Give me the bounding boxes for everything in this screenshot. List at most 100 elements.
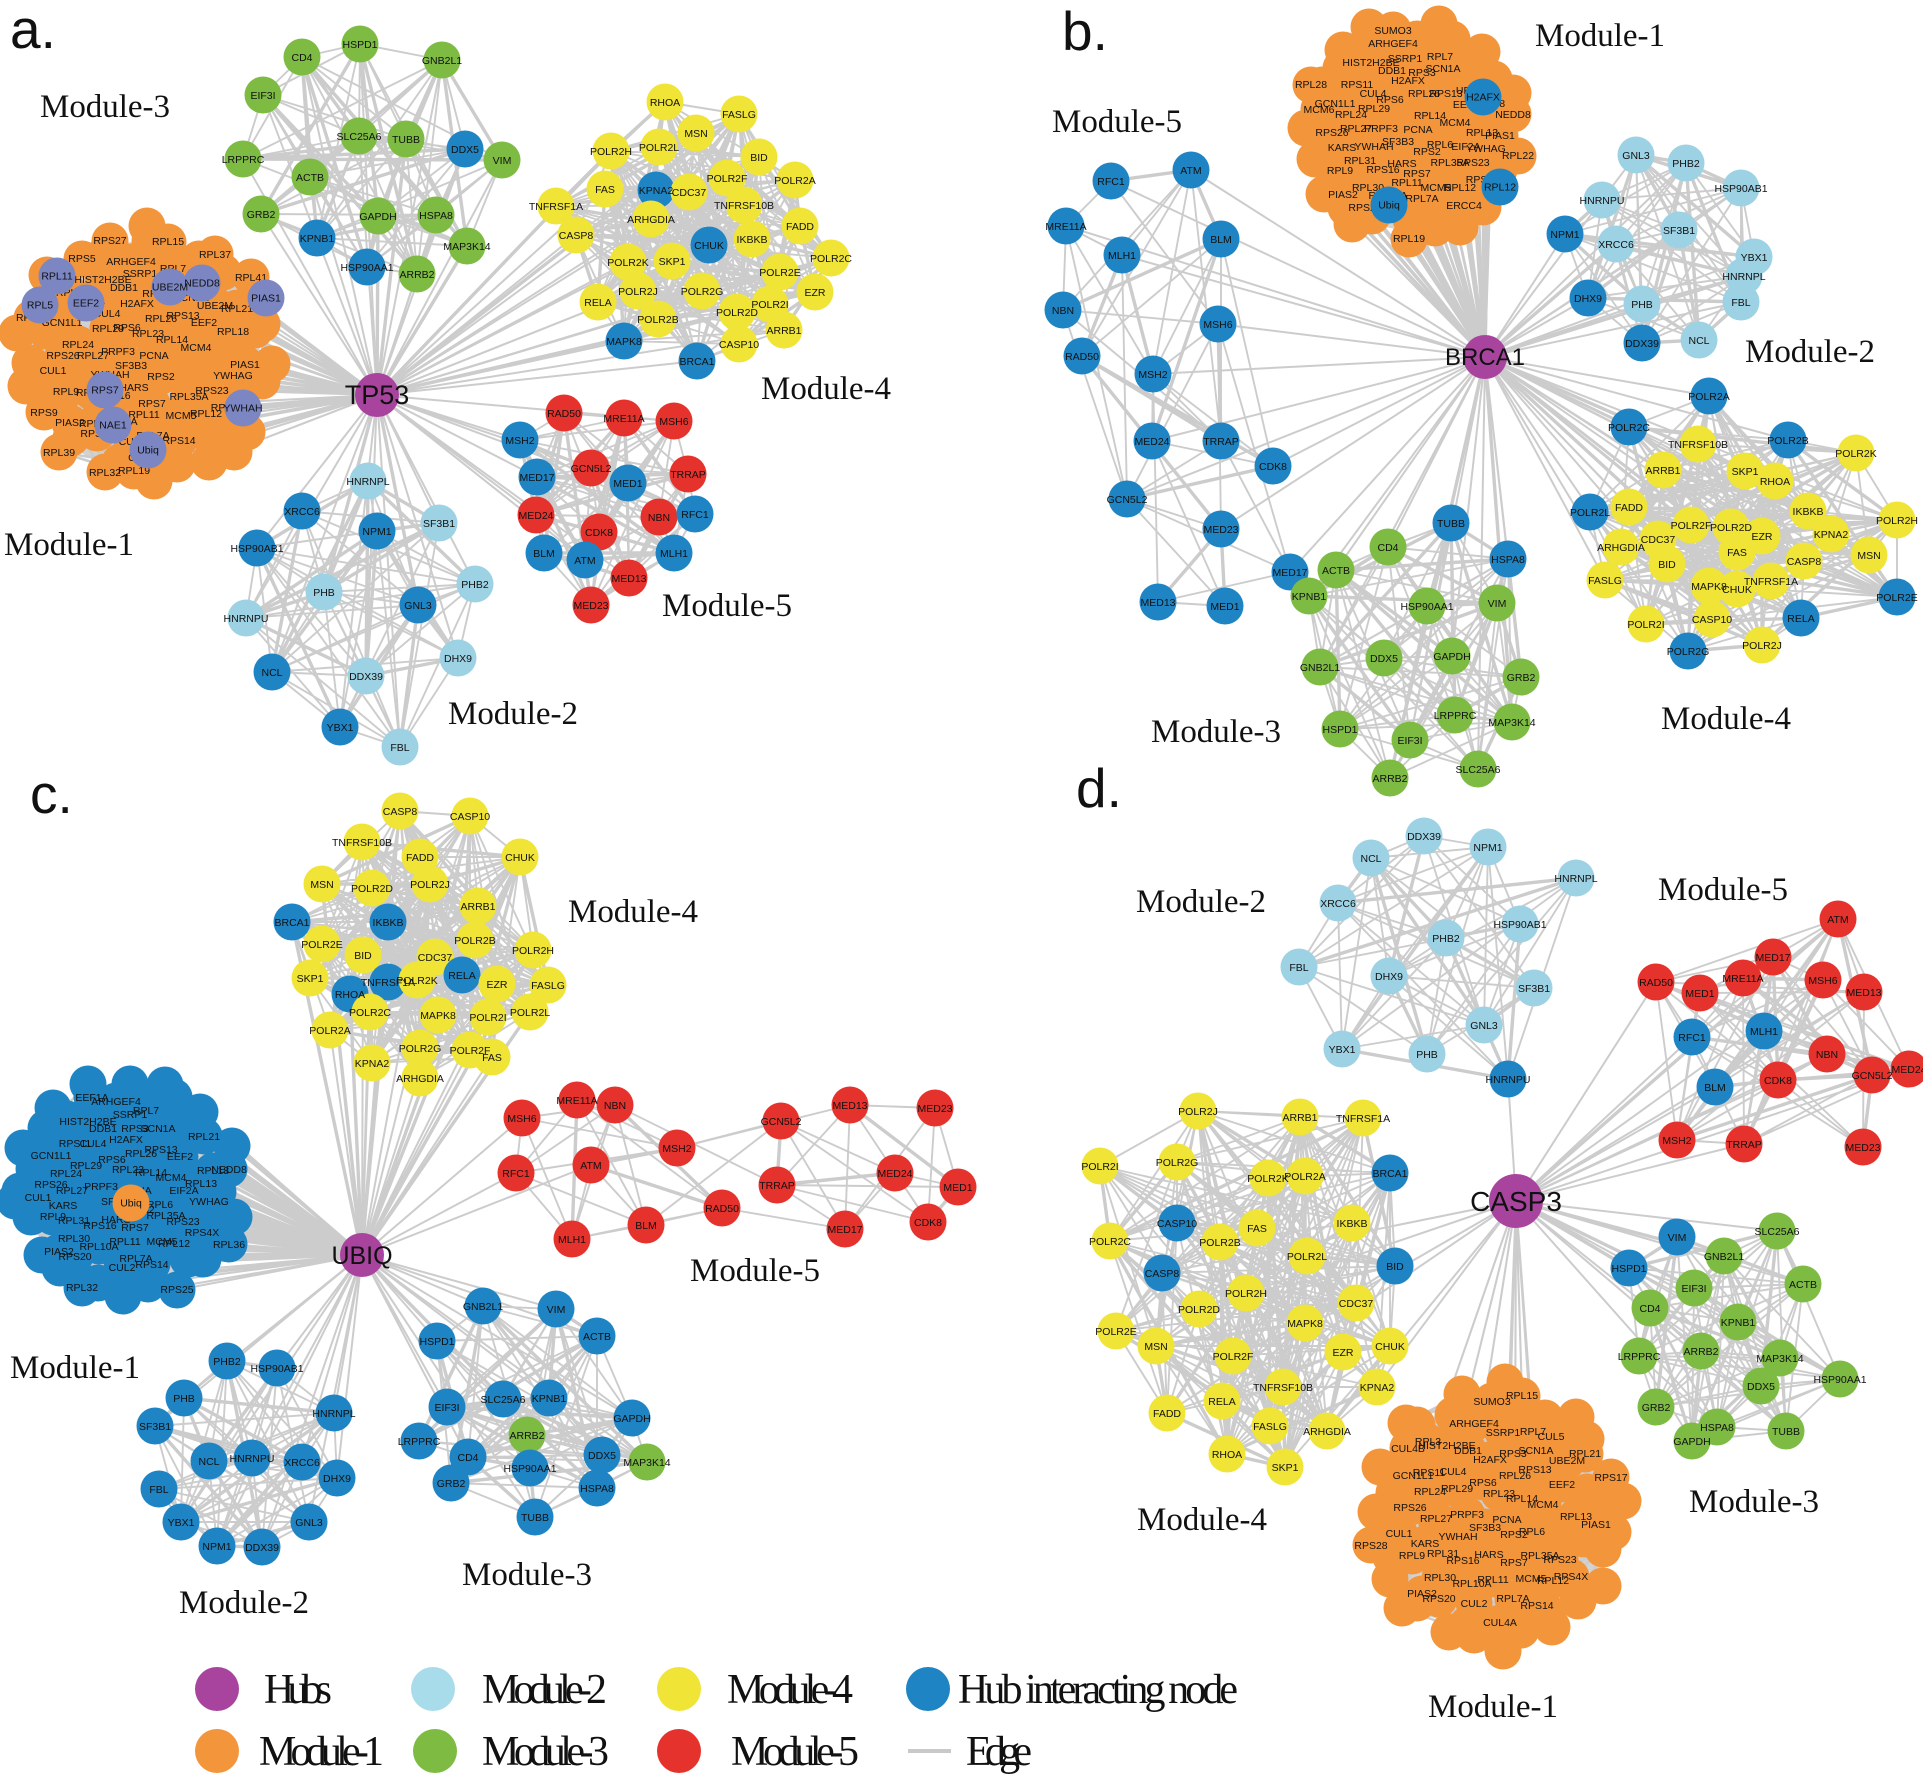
svg-text:RPS6: RPS6: [1469, 1477, 1497, 1489]
svg-text:XRCC6: XRCC6: [1598, 239, 1634, 251]
svg-text:LRPPRC: LRPPRC: [398, 1436, 441, 1448]
svg-text:KPNB1: KPNB1: [1292, 591, 1327, 603]
svg-text:ARRB2: ARRB2: [509, 1430, 544, 1442]
svg-text:Module-3: Module-3: [462, 1557, 592, 1593]
svg-text:MED17: MED17: [827, 1224, 862, 1236]
svg-text:SF3B1: SF3B1: [423, 518, 455, 530]
svg-text:ACTB: ACTB: [583, 1331, 611, 1343]
svg-text:Module-1: Module-1: [1428, 1689, 1558, 1725]
svg-text:YWHAG: YWHAG: [213, 370, 253, 382]
svg-text:GRB2: GRB2: [247, 209, 276, 221]
svg-text:NCL: NCL: [261, 667, 282, 679]
svg-text:TUBB: TUBB: [1437, 518, 1465, 530]
svg-text:RPS27: RPS27: [93, 235, 126, 247]
svg-text:YBX1: YBX1: [168, 1517, 195, 1529]
svg-text:FBL: FBL: [149, 1484, 168, 1496]
svg-text:CDC37: CDC37: [1641, 534, 1676, 546]
svg-text:Module-5: Module-5: [1658, 872, 1788, 908]
svg-text:Module-2: Module-2: [1136, 884, 1266, 920]
svg-text:DHX9: DHX9: [1574, 293, 1602, 305]
svg-text:HNRNPL: HNRNPL: [1554, 873, 1597, 885]
svg-text:Module-2: Module-2: [448, 696, 578, 732]
svg-text:KPNA2: KPNA2: [355, 1058, 390, 1070]
svg-text:Module-3: Module-3: [40, 89, 170, 125]
svg-text:RPS23: RPS23: [195, 385, 228, 397]
svg-text:MED17: MED17: [1755, 952, 1790, 964]
svg-text:CDK8: CDK8: [1764, 1075, 1792, 1087]
svg-text:ARRB1: ARRB1: [766, 325, 801, 337]
svg-text:HNRNPL: HNRNPL: [1722, 271, 1765, 283]
svg-text:GNB2L1: GNB2L1: [1300, 662, 1340, 674]
svg-text:Module-1: Module-1: [4, 527, 134, 563]
svg-text:TRRAP: TRRAP: [759, 1180, 795, 1192]
svg-text:MED13: MED13: [1140, 597, 1175, 609]
svg-text:GCN5L2: GCN5L2: [1107, 494, 1148, 506]
svg-text:GRB2: GRB2: [437, 1478, 466, 1490]
svg-text:GRB2: GRB2: [1642, 1402, 1671, 1414]
svg-text:TUBB: TUBB: [521, 1512, 549, 1524]
svg-text:POLR2C: POLR2C: [349, 1007, 391, 1019]
svg-text:UBE2M: UBE2M: [152, 282, 188, 294]
svg-text:VIM: VIM: [1488, 598, 1507, 610]
svg-text:CUL5: CUL5: [1538, 1431, 1565, 1443]
svg-text:Module-4: Module-4: [761, 371, 891, 407]
svg-text:ARHGEF4: ARHGEF4: [1368, 38, 1418, 50]
svg-text:GCN1L1: GCN1L1: [1393, 1470, 1434, 1482]
svg-text:RPS7: RPS7: [91, 385, 119, 397]
svg-text:GAPDH: GAPDH: [1433, 651, 1470, 663]
svg-text:KPNA2: KPNA2: [639, 185, 674, 197]
svg-text:MLH1: MLH1: [1750, 1026, 1778, 1038]
svg-text:XRCC6: XRCC6: [1320, 898, 1356, 910]
svg-text:TRRAP: TRRAP: [670, 469, 706, 481]
svg-text:PIAS2: PIAS2: [1328, 189, 1358, 201]
svg-text:MLH1: MLH1: [660, 548, 688, 560]
svg-text:RPS26: RPS26: [46, 350, 79, 362]
svg-text:IKBKB: IKBKB: [373, 917, 404, 929]
svg-text:KPNB1: KPNB1: [300, 233, 335, 245]
svg-text:POLR2I: POLR2I: [1627, 619, 1664, 631]
svg-text:RPS23: RPS23: [1456, 157, 1489, 169]
svg-text:BID: BID: [354, 950, 372, 962]
svg-text:FASLG: FASLG: [1253, 1421, 1287, 1433]
svg-text:RPL9: RPL9: [1399, 1550, 1425, 1562]
svg-text:ATM: ATM: [1180, 165, 1201, 177]
svg-text:POLR2E: POLR2E: [759, 267, 800, 279]
svg-text:MSH2: MSH2: [505, 435, 534, 447]
svg-text:ACTB: ACTB: [1322, 565, 1350, 577]
svg-text:FADD: FADD: [406, 852, 434, 864]
svg-text:Module-5: Module-5: [662, 588, 792, 624]
svg-text:FAS: FAS: [482, 1052, 502, 1064]
svg-text:H2AFX: H2AFX: [109, 1134, 143, 1146]
svg-text:b.: b.: [1062, 0, 1108, 62]
svg-text:HNRNPL: HNRNPL: [312, 1408, 355, 1420]
svg-text:GNB2L1: GNB2L1: [463, 1301, 503, 1313]
svg-text:MSH2: MSH2: [1662, 1135, 1691, 1147]
svg-text:PIAS2: PIAS2: [1407, 1588, 1437, 1600]
svg-text:RPL11: RPL11: [1391, 177, 1422, 189]
svg-text:PHB2: PHB2: [461, 579, 489, 591]
svg-text:LRPPRC: LRPPRC: [1618, 1351, 1661, 1363]
svg-text:KARS: KARS: [1328, 142, 1357, 154]
svg-text:MSH6: MSH6: [1203, 319, 1232, 331]
svg-text:MSN: MSN: [1857, 550, 1880, 562]
svg-text:FADD: FADD: [1153, 1408, 1181, 1420]
svg-text:ARHGDIA: ARHGDIA: [627, 214, 675, 226]
svg-text:ARHGDIA: ARHGDIA: [1303, 1426, 1351, 1438]
svg-text:NCL: NCL: [1360, 853, 1381, 865]
svg-text:YWHAG: YWHAG: [189, 1196, 229, 1208]
svg-text:BID: BID: [1658, 559, 1676, 571]
svg-text:BRCA1: BRCA1: [1445, 344, 1525, 371]
svg-text:RPS14: RPS14: [1520, 1600, 1553, 1612]
svg-text:ATM: ATM: [574, 555, 595, 567]
svg-text:RPS4X: RPS4X: [1554, 1571, 1588, 1583]
svg-text:EIF3I: EIF3I: [1397, 735, 1422, 747]
svg-text:RPL7A: RPL7A: [1405, 193, 1438, 205]
svg-text:MED23: MED23: [1845, 1142, 1880, 1154]
svg-text:RPS11: RPS11: [1341, 79, 1374, 91]
svg-text:MED23: MED23: [1203, 524, 1238, 536]
svg-text:RPL15: RPL15: [1506, 1390, 1538, 1402]
svg-text:FBL: FBL: [1731, 297, 1750, 309]
svg-text:POLR2H: POLR2H: [1876, 515, 1918, 527]
svg-text:RPS4X: RPS4X: [185, 1227, 219, 1239]
svg-text:CDK8: CDK8: [914, 1217, 942, 1229]
